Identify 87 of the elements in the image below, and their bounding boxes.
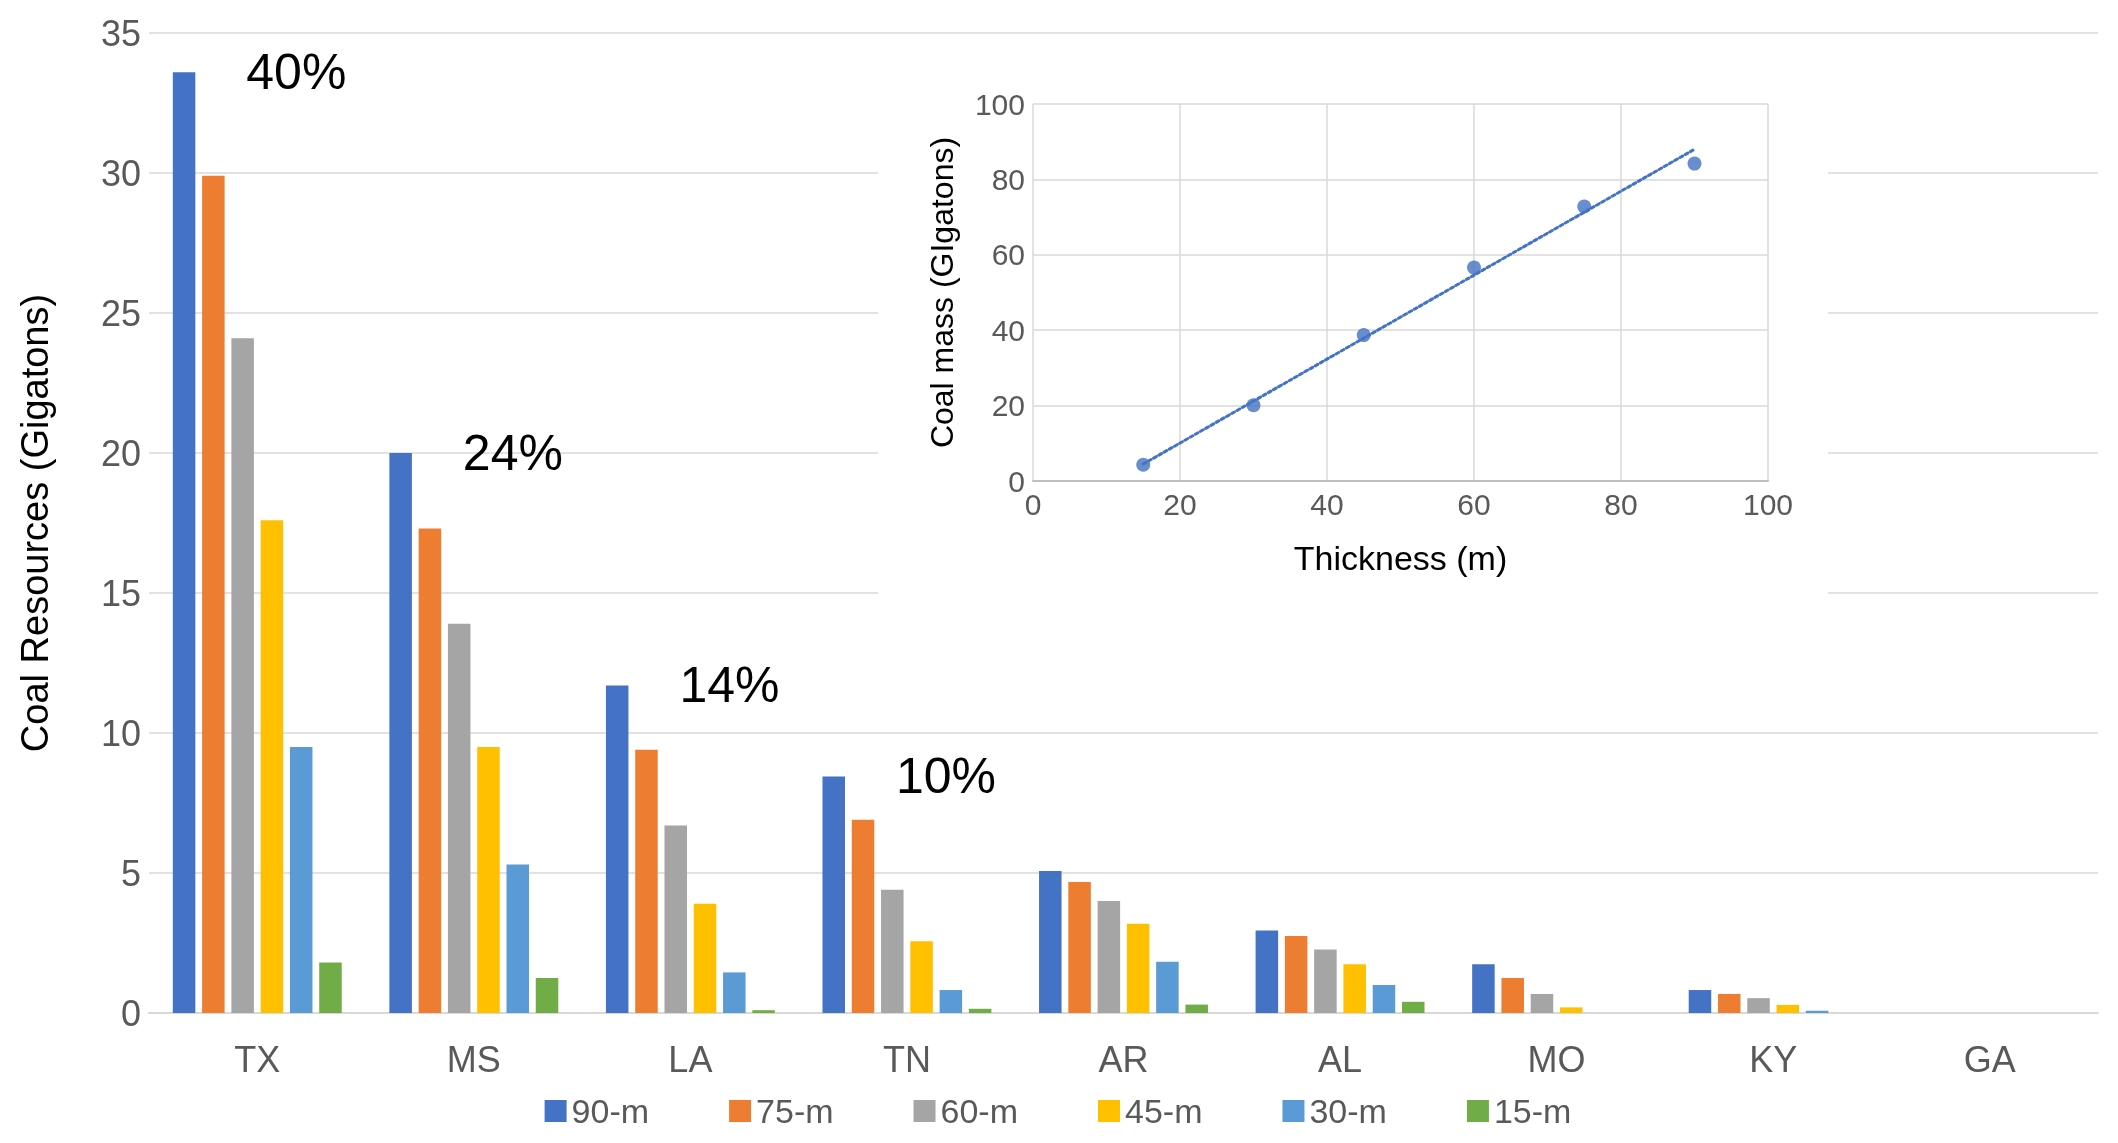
x-tick-label: 60 xyxy=(1457,487,1491,521)
x-tick-label: AL xyxy=(1318,1038,1363,1080)
bar xyxy=(1372,985,1396,1013)
bar xyxy=(535,978,559,1013)
x-tick-label: 80 xyxy=(1604,487,1638,521)
y-tick-label: 80 xyxy=(991,162,1025,196)
annotation: 40% xyxy=(246,44,347,101)
bar xyxy=(1472,964,1495,1013)
y-tick-label: 35 xyxy=(100,12,141,54)
x-tick-label: 20 xyxy=(1163,487,1197,521)
bar xyxy=(1097,901,1121,1013)
bar xyxy=(1776,1004,1800,1013)
legend-label: 90-m xyxy=(571,1092,650,1130)
bar xyxy=(1401,1001,1425,1013)
y-tick-label: 0 xyxy=(120,992,141,1034)
bar xyxy=(1284,936,1308,1013)
y-tick-label: 30 xyxy=(100,152,141,194)
x-tick-label: TX xyxy=(234,1038,281,1080)
bar xyxy=(968,1008,992,1013)
bar xyxy=(1717,993,1741,1013)
bar xyxy=(319,962,342,1013)
bar xyxy=(1156,961,1179,1013)
legend-label: 60-m xyxy=(940,1092,1019,1130)
x-tick-label: LA xyxy=(668,1038,713,1080)
x-tick-label: MO xyxy=(1527,1038,1586,1080)
bar xyxy=(202,175,225,1013)
bar xyxy=(822,776,846,1013)
y-axis-title: Coal Resources (Gigatons) xyxy=(14,293,56,753)
bar xyxy=(1559,1007,1583,1013)
bar xyxy=(1255,930,1279,1013)
y-tick-label: 60 xyxy=(991,238,1025,272)
x-axis-title: Thickness (m) xyxy=(1293,539,1508,577)
bar xyxy=(260,520,284,1013)
bar xyxy=(506,864,530,1013)
legend-label: 15-m xyxy=(1493,1092,1572,1130)
x-tick-label: TN xyxy=(882,1038,931,1080)
annotation: 10% xyxy=(895,748,997,805)
bar xyxy=(1343,964,1366,1013)
point xyxy=(1467,260,1481,275)
bar xyxy=(1314,949,1337,1013)
bar xyxy=(605,685,629,1013)
bar xyxy=(447,623,471,1013)
y-tick-label: 20 xyxy=(991,389,1025,423)
y-axis-title: Coal mass (GIgatons) xyxy=(924,136,960,449)
bar xyxy=(172,72,196,1013)
bar xyxy=(664,825,688,1013)
y-tick-label: 20 xyxy=(100,432,141,474)
annotation: 14% xyxy=(679,657,780,714)
bar xyxy=(635,749,658,1013)
bar xyxy=(289,747,313,1013)
bar xyxy=(1126,923,1150,1013)
y-tick-label: 40 xyxy=(991,313,1025,347)
bar xyxy=(231,338,254,1013)
bar xyxy=(1530,993,1554,1013)
bar xyxy=(752,1010,775,1013)
y-tick-label: 25 xyxy=(100,292,141,334)
x-tick-label: KY xyxy=(1749,1038,1798,1080)
y-tick-label: 10 xyxy=(100,712,141,754)
point xyxy=(1687,156,1702,171)
x-tick-label: 100 xyxy=(1742,487,1794,521)
bar xyxy=(910,941,933,1013)
legend-label: 45-m xyxy=(1125,1092,1203,1130)
bar xyxy=(1185,1004,1208,1013)
y-tick-label: 100 xyxy=(974,87,1025,121)
x-tick-label: 40 xyxy=(1310,487,1344,521)
bar xyxy=(881,889,904,1013)
bar xyxy=(851,819,875,1013)
bar xyxy=(939,990,963,1013)
legend-label: 75-m xyxy=(756,1092,834,1130)
legend-label: 30-m xyxy=(1309,1092,1387,1130)
bar xyxy=(693,903,717,1013)
bar xyxy=(723,972,746,1013)
bar xyxy=(1039,871,1062,1013)
bar xyxy=(1688,990,1712,1013)
y-tick-label: 15 xyxy=(100,572,141,614)
bar xyxy=(418,528,442,1013)
x-tick-label: GA xyxy=(1963,1038,2016,1080)
bar xyxy=(1068,881,1091,1013)
bar xyxy=(389,453,412,1013)
annotation: 24% xyxy=(462,425,563,481)
bar xyxy=(1747,998,1770,1013)
y-tick-label: 0 xyxy=(1008,464,1025,498)
y-tick-label: 5 xyxy=(120,852,141,894)
x-tick-label: AR xyxy=(1098,1038,1149,1080)
x-tick-label: MS xyxy=(446,1038,501,1080)
bar xyxy=(477,747,500,1013)
bar xyxy=(1501,978,1524,1013)
